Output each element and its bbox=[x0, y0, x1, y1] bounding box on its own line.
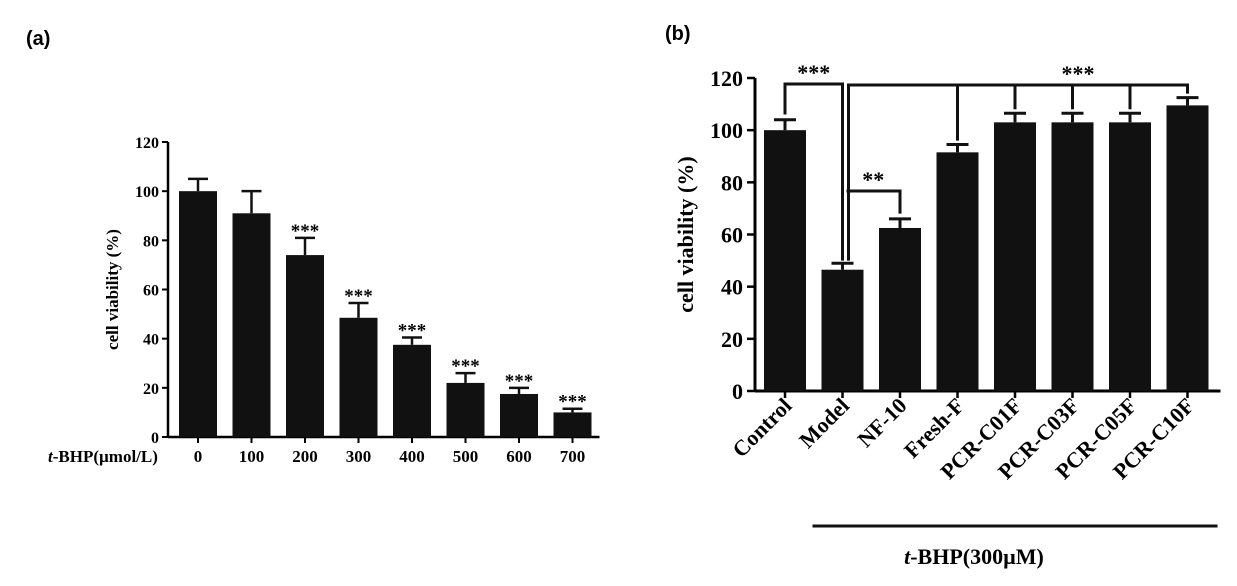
bracket-model-treatments bbox=[847, 83, 1189, 261]
bar-b-PCR-C05F bbox=[1109, 122, 1151, 391]
y-tick-label-a: 80 bbox=[143, 233, 159, 250]
y-tick-label-b: 100 bbox=[710, 118, 743, 143]
bar-a-500 bbox=[446, 382, 485, 437]
significance-a: *** bbox=[291, 221, 320, 242]
x-tick-label-a: 200 bbox=[292, 447, 318, 466]
bar-b-Fresh-F bbox=[936, 152, 979, 391]
x-tick-label-a: 400 bbox=[399, 447, 425, 466]
y-tick-label-b: 20 bbox=[721, 327, 743, 352]
y-tick-label-a: 120 bbox=[135, 135, 159, 152]
bracket-label-2: ** bbox=[862, 167, 884, 192]
x-tick-label-a: 600 bbox=[506, 447, 532, 466]
bar-a-200 bbox=[286, 255, 324, 437]
significance-a: *** bbox=[505, 371, 534, 392]
y-tick-label-b: 120 bbox=[710, 66, 743, 91]
panel-label-a: (a) bbox=[26, 28, 50, 50]
bar-b-PCR-C10F bbox=[1166, 105, 1209, 391]
y-tick-label-b: 60 bbox=[721, 223, 743, 248]
bar-a-0 bbox=[179, 191, 217, 437]
bar-b-PCR-C01F bbox=[994, 122, 1036, 391]
group-label-italic: t bbox=[904, 544, 911, 569]
significance-a: *** bbox=[451, 356, 480, 377]
bar-b-PCR-C03F bbox=[1051, 122, 1094, 391]
y-tick-label-a: 40 bbox=[143, 332, 159, 349]
x-axis-label-a-italic: t bbox=[48, 447, 54, 466]
y-tick-label-a: 100 bbox=[135, 184, 159, 201]
bar-a-100 bbox=[232, 213, 271, 437]
bracket-label-1: *** bbox=[797, 60, 830, 85]
bar-a-300 bbox=[339, 317, 378, 437]
chart-a: 0 20 40 60 80 100 120 cell viability (%) t-BHP(µ… bbox=[48, 135, 600, 466]
x-tick-label-a: 500 bbox=[453, 447, 479, 466]
x-tick-label-a: 100 bbox=[239, 447, 265, 466]
y-tick-label-b: 0 bbox=[732, 379, 743, 404]
bar-a-400 bbox=[393, 344, 431, 437]
bar-b-Model bbox=[821, 269, 864, 391]
bar-b-NF-10 bbox=[879, 227, 921, 391]
significance-a: *** bbox=[344, 286, 373, 307]
panel-label-b: (b) bbox=[665, 23, 691, 45]
group-label-rest: -BHP(300µM) bbox=[910, 544, 1044, 569]
significance-a: *** bbox=[558, 392, 587, 413]
y-axis-label-a: cell viability (%) bbox=[103, 229, 122, 350]
x-axis-label-a-rest: -BHP(µmol/L) bbox=[53, 447, 158, 466]
y-tick-label-a: 0 bbox=[151, 430, 159, 447]
y-tick-label-b: 80 bbox=[721, 170, 743, 195]
y-axis-label-b: cell viability (%) bbox=[673, 156, 698, 312]
bar-b-Control bbox=[764, 130, 806, 391]
x-axis-label-a: t-BHP(µmol/L) bbox=[48, 447, 158, 466]
bar-a-700 bbox=[553, 412, 592, 437]
bracket-model-nf10 bbox=[846, 189, 902, 214]
y-tick-label-a: 60 bbox=[143, 283, 159, 300]
bar-a-600 bbox=[500, 393, 538, 437]
significance-a: *** bbox=[398, 320, 427, 341]
bracket-label-3: *** bbox=[1062, 61, 1095, 86]
y-tick-label-a: 20 bbox=[143, 381, 159, 398]
x-tick-label-a: 0 bbox=[194, 447, 203, 466]
x-tick-label-a: 300 bbox=[346, 447, 372, 466]
group-label: t-BHP(300µM) bbox=[904, 544, 1044, 569]
y-tick-label-b: 40 bbox=[721, 275, 743, 300]
bracket-control-model bbox=[783, 82, 844, 261]
x-tick-label-b: Model bbox=[794, 393, 854, 453]
x-tick-label-a: 700 bbox=[560, 447, 586, 466]
